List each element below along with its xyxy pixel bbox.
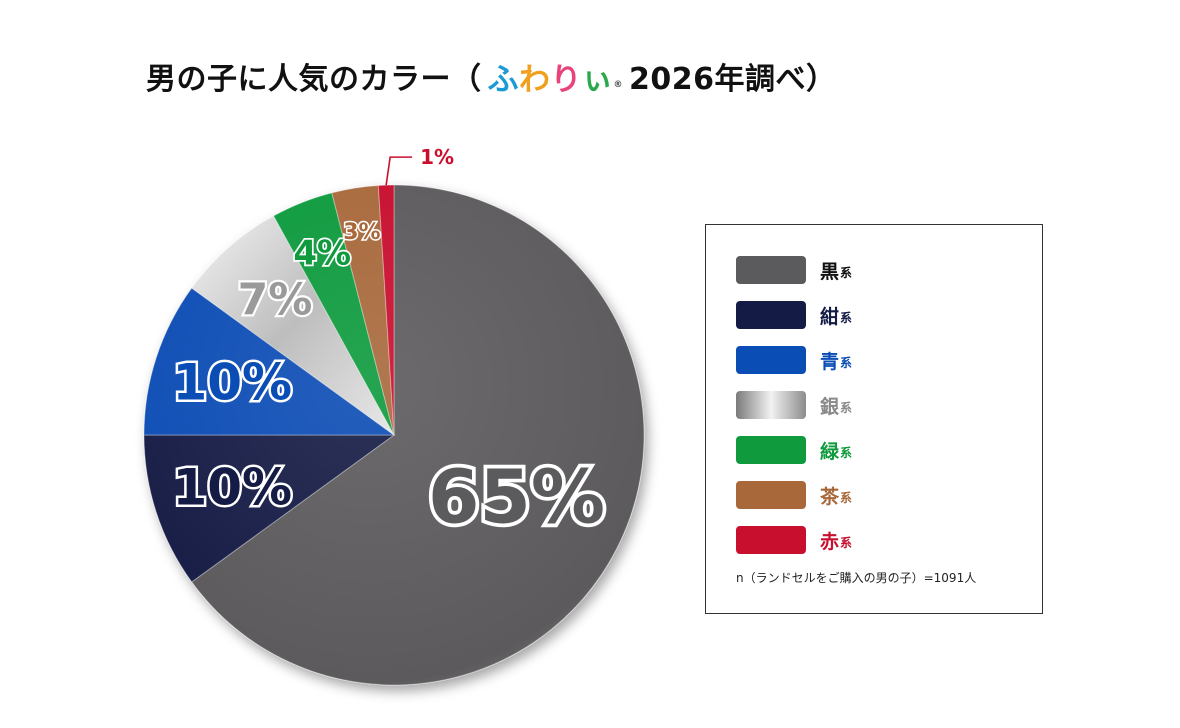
pie-label-blue: 10% — [172, 353, 292, 411]
small-slice-leader — [385, 156, 413, 186]
chart-title-prefix: 男の子に人気のカラー（ — [146, 62, 482, 97]
pie-labels: 65% 10% 10% 7%4%3% 1% — [170, 144, 609, 545]
legend-label: 茶 — [820, 485, 840, 508]
legend-label: 黒 — [820, 260, 840, 283]
legend-item-blue: 青系 — [736, 345, 852, 375]
legend-label: 緑 — [820, 440, 840, 463]
pie-label-green: 4% — [293, 234, 351, 274]
legend-label: 青 — [820, 350, 840, 373]
legend-swatch — [736, 391, 806, 419]
legend-suffix: 系 — [840, 446, 853, 460]
legend-suffix: 系 — [840, 491, 853, 505]
sample-size-note: n（ランドセルをご購入の男の子）=1091人 — [736, 571, 977, 585]
legend-swatch — [736, 526, 806, 554]
pie-label-black: 65% — [428, 454, 605, 540]
brand-char: わ — [519, 61, 551, 98]
pie-label-brown: 3% — [343, 220, 380, 245]
legend-swatch — [736, 256, 806, 284]
leader-line — [385, 156, 413, 186]
chart-title: 男の子に人気のカラー（ ふわりぃ ® 2026年調べ） — [146, 52, 837, 100]
legend-item-navy: 紺系 — [736, 300, 852, 330]
brand-char: ふ — [487, 61, 519, 98]
legend-swatch — [736, 301, 806, 329]
pie-shine — [144, 185, 644, 685]
legend-item-red: 赤系 — [736, 525, 852, 555]
legend-item-black: 黒系 — [736, 255, 852, 285]
chart-title-suffix: 2026年調べ） — [629, 62, 837, 97]
registered-mark: ® — [613, 80, 623, 90]
legend-suffix: 系 — [840, 401, 853, 415]
legend-item-silver: 銀系 — [736, 390, 852, 420]
brand-logo: ふわりぃ — [488, 54, 614, 99]
legend-label: 赤 — [820, 530, 840, 553]
brand-char: り — [550, 61, 582, 98]
legend-swatch — [736, 481, 806, 509]
legend-suffix: 系 — [840, 311, 853, 325]
legend-item-brown: 茶系 — [736, 480, 852, 510]
pie-label-red: 1% — [420, 145, 454, 169]
pie-label-navy: 10% — [172, 459, 292, 517]
legend-suffix: 系 — [840, 266, 853, 280]
legend: 黒系 紺系 青系 銀系 緑系 茶系 赤系 n（ランドセルをご購入の男の子）=10… — [705, 224, 1043, 614]
legend-item-green: 緑系 — [736, 435, 852, 465]
legend-swatch — [736, 346, 806, 374]
legend-label: 紺 — [820, 305, 840, 328]
legend-suffix: 系 — [840, 536, 853, 550]
legend-suffix: 系 — [840, 356, 853, 370]
legend-label: 銀 — [820, 395, 840, 418]
brand-char: ぃ — [582, 61, 614, 98]
legend-swatch — [736, 436, 806, 464]
pie-label-silver: 7% — [238, 274, 313, 325]
